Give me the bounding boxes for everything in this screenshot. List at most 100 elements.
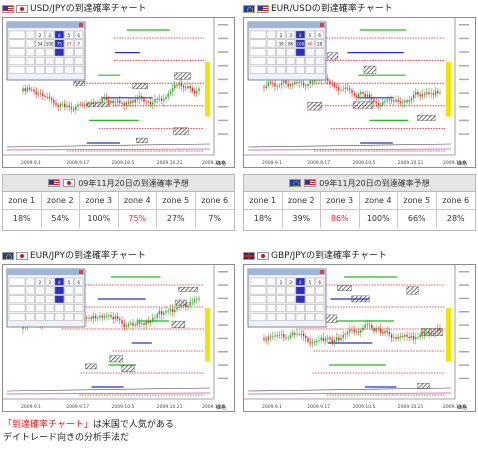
candle	[395, 337, 397, 339]
overlay-cell	[35, 39, 45, 48]
candle	[97, 102, 99, 103]
candle	[198, 298, 200, 300]
overlay-cell-value: 4	[299, 280, 302, 285]
overlay-cell	[295, 277, 305, 286]
probability-gauge	[205, 307, 210, 362]
candle	[300, 82, 303, 83]
candle	[77, 104, 79, 107]
candle	[169, 91, 172, 94]
hatch-block	[73, 80, 86, 86]
zone-label: zone 2	[282, 192, 321, 210]
overlay-cell	[286, 313, 296, 321]
overlay-cell	[315, 313, 325, 321]
candle	[42, 93, 44, 96]
candle	[386, 330, 388, 333]
x-tick-label: 2009.9.1	[262, 404, 282, 410]
candle	[285, 80, 287, 84]
candle	[134, 324, 136, 326]
chart-svg: 価格 2009.9.1 2009.9.17 2009.10.5 2009.10.21 20…	[244, 18, 469, 167]
candle	[125, 325, 128, 327]
candle	[70, 107, 73, 109]
candle	[141, 323, 143, 325]
hatch-block	[363, 65, 377, 74]
jp-flag-icon	[16, 252, 28, 260]
candle	[130, 100, 132, 104]
overlay-cell	[54, 30, 64, 39]
jp-flag-icon	[257, 252, 269, 260]
candle	[265, 85, 267, 89]
x-tick-label: 2009.10.5	[112, 404, 135, 410]
overlay-row-label	[8, 313, 26, 321]
tick-label	[459, 24, 469, 26]
overlay-row-label	[249, 295, 267, 304]
candle	[287, 83, 289, 87]
overlay-titlebar	[248, 22, 326, 28]
overlay-cell	[286, 57, 296, 65]
zone-label: zone 6	[195, 192, 234, 210]
candle	[101, 315, 103, 318]
candle	[147, 101, 150, 103]
tick-label	[459, 65, 469, 67]
candle	[335, 337, 338, 341]
candle	[434, 331, 437, 334]
overlay-cell	[45, 30, 55, 39]
indicator-line	[6, 387, 211, 392]
x-tick-label: 2009.9.1	[21, 160, 41, 166]
candle	[178, 82, 180, 86]
overlay-cell	[315, 286, 325, 295]
candle	[377, 328, 380, 329]
candle	[283, 334, 285, 338]
candle	[357, 93, 360, 97]
candle	[439, 92, 441, 94]
candle	[423, 332, 426, 335]
price-chart[interactable]: 価格 2009.9.1 2009.9.17 2009.10.5 2009.10.21 20…	[243, 17, 476, 168]
candle	[103, 316, 106, 318]
candle	[408, 100, 410, 103]
overlay-cell	[74, 66, 84, 74]
tick-label	[218, 119, 228, 122]
overlay-cell	[54, 66, 64, 74]
candle	[404, 100, 406, 103]
candle	[360, 330, 362, 333]
candle	[132, 100, 134, 103]
overlay-cell	[74, 277, 84, 286]
candle	[287, 337, 289, 339]
candle	[338, 87, 340, 91]
candle	[327, 337, 329, 339]
candle	[46, 96, 48, 98]
overlay-cell	[295, 295, 305, 304]
candle	[395, 99, 397, 102]
candle	[79, 104, 81, 106]
overlay-cell	[266, 66, 276, 74]
overlay-row-label	[8, 57, 26, 65]
candle	[272, 83, 274, 84]
candle	[90, 317, 92, 319]
overlay-cell-value: 2	[280, 33, 283, 38]
candle	[364, 324, 366, 328]
candle	[169, 308, 172, 311]
overlay-cell	[35, 286, 45, 295]
price-chart[interactable]: 価格 2009.9.1 2009.9.17 2009.10.5 2009.10.21 20…	[243, 264, 476, 412]
candle	[101, 98, 103, 103]
zone-probability: 100%	[80, 210, 119, 228]
price-chart[interactable]: 価格 2009.9.1 2009.9.17 2009.10.5 2009.10.21 20…	[2, 17, 235, 168]
candle	[331, 339, 333, 343]
candle	[379, 328, 382, 332]
candle	[28, 87, 31, 90]
zone-label: zone 4	[359, 192, 398, 210]
candle	[92, 102, 95, 104]
overlay-cell-value: 6	[318, 280, 321, 285]
candle	[307, 338, 309, 342]
candle	[160, 311, 163, 315]
candle	[417, 92, 419, 95]
zone-label: zone 1	[3, 192, 42, 210]
overlay-cell	[54, 48, 64, 57]
overlay-cell	[315, 295, 325, 304]
overlay-row-label	[8, 277, 26, 286]
close-icon	[320, 23, 324, 27]
zone-label: zone 2	[41, 192, 80, 210]
panel-title-text: USD/JPYの到達確率チャート	[30, 4, 147, 14]
candle	[123, 323, 125, 327]
overlay-cell	[45, 277, 55, 286]
price-chart[interactable]: 価格 2009.9.1 2009.9.17 2009.10.5 2009.10.21 20…	[2, 264, 235, 412]
